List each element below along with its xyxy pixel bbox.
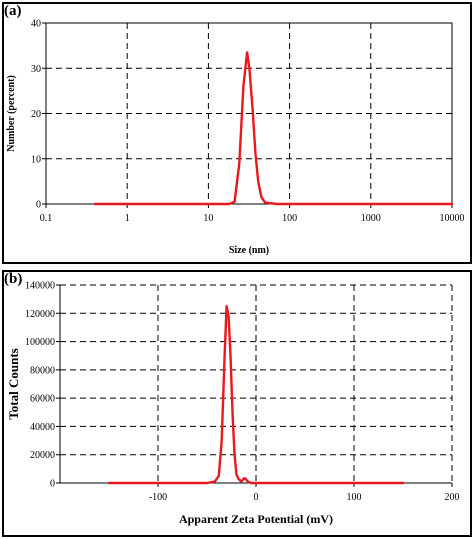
y-tick-label-2: 20 — [31, 109, 41, 120]
y-tick-label-2: 40000 — [30, 422, 55, 433]
y-tick-label-1: 20000 — [30, 450, 55, 461]
panel-b-frame — [2, 270, 472, 537]
y-tick-label-0: 0 — [36, 200, 41, 211]
y-tick-label-1: 10 — [31, 154, 41, 165]
x-tick-label-1: 0 — [254, 492, 259, 503]
y-tick-label-3: 30 — [31, 64, 41, 75]
panel-a-frame — [2, 2, 472, 264]
y-tick-label-4: 80000 — [30, 365, 55, 376]
y-tick-label-7: 140000 — [25, 281, 55, 292]
panel-b-label: (b) — [4, 271, 23, 287]
y-tick-label-0: 0 — [50, 479, 55, 490]
x-tick-label-2: 100 — [347, 492, 362, 503]
y-tick-label-4: 40 — [31, 19, 41, 30]
x-tick-label-4: 1000 — [361, 213, 381, 224]
y-axis-title: Number (percent) — [6, 75, 17, 152]
x-axis-title: Apparent Zeta Potential (mV) — [179, 512, 333, 526]
x-axis-title: Size (nm) — [229, 245, 269, 256]
chart-a: 0 10 20 30 40 0.1 1 10 100 1000 10000 Size (nm) Numb… — [6, 19, 465, 257]
x-tick-label-2: 10 — [203, 213, 213, 224]
chart-b: 0 20000 40000 60000 80000 100000 120000 140000 -… — [6, 281, 460, 527]
panel-a-label: (a) — [4, 3, 22, 19]
y-tick-label-6: 120000 — [25, 309, 55, 320]
x-tick-label-5: 10000 — [440, 213, 465, 224]
y-axis-title: Total Counts — [6, 348, 21, 419]
x-tick-label-1: 1 — [125, 213, 130, 224]
y-tick-label-5: 100000 — [25, 337, 55, 348]
y-tick-label-3: 60000 — [30, 394, 55, 405]
x-tick-label-3: 200 — [445, 492, 460, 503]
x-tick-label-3: 100 — [282, 213, 297, 224]
x-tick-label-0: -100 — [149, 492, 167, 503]
series-line-0 — [107, 305, 405, 485]
x-tick-label-0: 0.1 — [40, 213, 53, 224]
series-line-0 — [93, 51, 454, 206]
